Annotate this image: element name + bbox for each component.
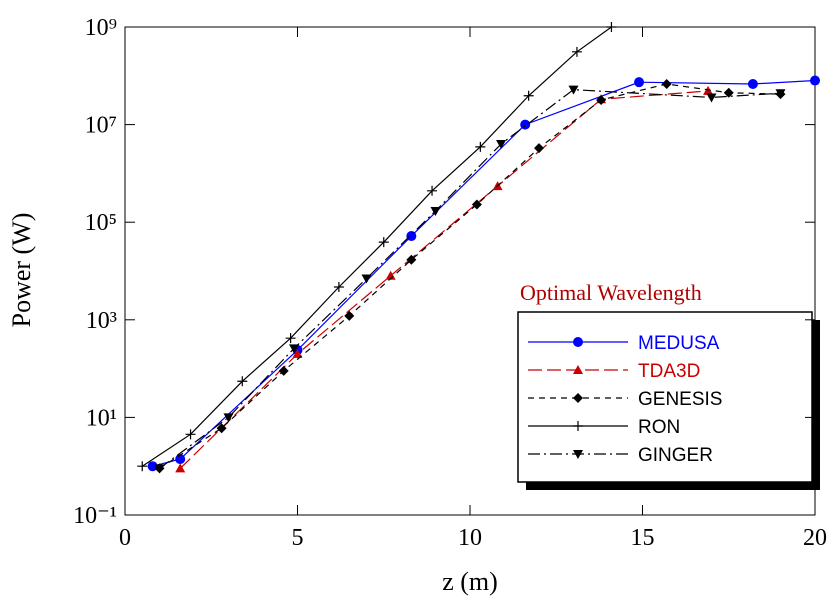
y-tick-label: 10¹ bbox=[86, 405, 117, 431]
y-tick-label: 10⁵ bbox=[85, 210, 117, 236]
data-point bbox=[378, 237, 389, 248]
data-point bbox=[747, 78, 758, 89]
data-point bbox=[810, 75, 820, 86]
data-point bbox=[185, 429, 196, 440]
data-point bbox=[344, 310, 355, 321]
y-tick-label: 10³ bbox=[86, 308, 117, 334]
data-point bbox=[703, 85, 714, 95]
data-point bbox=[154, 464, 165, 474]
data-point bbox=[137, 461, 148, 472]
x-tick-label: 0 bbox=[119, 525, 131, 551]
legend-label: TDA3D bbox=[638, 361, 700, 382]
data-point bbox=[534, 143, 544, 154]
data-point bbox=[596, 94, 607, 105]
legend-title: Optimal Wavelength bbox=[520, 280, 702, 305]
data-line bbox=[152, 79, 815, 467]
data-point bbox=[496, 140, 507, 150]
data-point bbox=[606, 22, 617, 32]
x-tick-label: 5 bbox=[292, 525, 304, 551]
data-line bbox=[159, 83, 781, 469]
data-point bbox=[427, 185, 438, 196]
data-point bbox=[385, 270, 396, 280]
legend-marker bbox=[573, 337, 583, 347]
data-point bbox=[289, 344, 300, 354]
data-point bbox=[175, 454, 186, 465]
data-point bbox=[278, 365, 289, 376]
data-point bbox=[661, 78, 672, 89]
legend-label: GENESIS bbox=[638, 389, 722, 410]
data-point bbox=[430, 206, 441, 216]
y-tick-label: 10⁹ bbox=[85, 15, 117, 41]
data-point bbox=[520, 119, 531, 130]
y-axis-label: Power (W) bbox=[7, 213, 36, 328]
data-point bbox=[223, 413, 234, 423]
data-point bbox=[333, 282, 344, 293]
y-tick-label: 10⁻¹ bbox=[73, 503, 117, 529]
data-point bbox=[406, 231, 417, 242]
legend-marker bbox=[573, 421, 583, 431]
legend-label: RON bbox=[638, 417, 680, 438]
data-point bbox=[706, 93, 717, 103]
legend-marker bbox=[573, 450, 583, 459]
data-point bbox=[292, 348, 303, 358]
x-axis-label: z (m) bbox=[442, 567, 498, 596]
x-tick-label: 15 bbox=[631, 525, 655, 551]
data-point bbox=[216, 423, 227, 434]
legend-marker bbox=[573, 393, 583, 403]
data-line bbox=[179, 90, 709, 469]
legend-label: MEDUSA bbox=[638, 333, 720, 354]
legend-label: GINGER bbox=[638, 445, 713, 466]
data-point bbox=[285, 333, 296, 344]
data-point bbox=[406, 254, 417, 265]
data-point bbox=[723, 87, 734, 98]
data-point bbox=[523, 90, 534, 101]
y-tick-label: 10⁷ bbox=[85, 113, 117, 139]
data-point bbox=[237, 376, 248, 387]
data-point bbox=[475, 141, 486, 152]
x-tick-label: 20 bbox=[803, 525, 827, 551]
legend-marker bbox=[573, 365, 583, 374]
data-point bbox=[571, 46, 582, 57]
data-point bbox=[775, 89, 786, 99]
data-point bbox=[175, 463, 186, 473]
data-point bbox=[568, 85, 579, 95]
data-point bbox=[471, 199, 482, 210]
data-point bbox=[634, 77, 645, 88]
data-point bbox=[361, 274, 372, 284]
x-tick-label: 10 bbox=[458, 525, 482, 551]
